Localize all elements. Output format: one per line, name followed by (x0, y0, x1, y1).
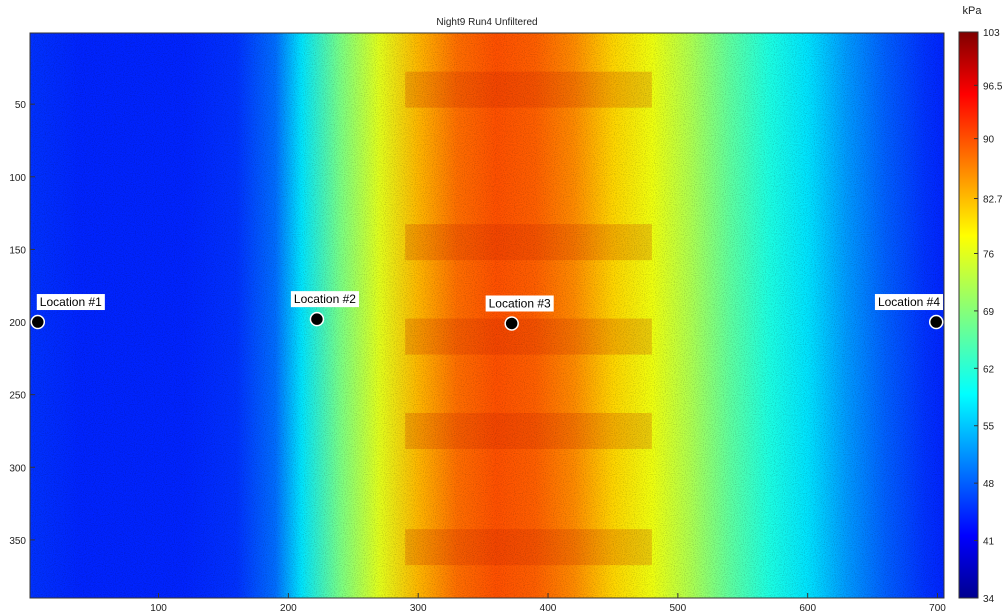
y-tick-label: 150 (9, 245, 26, 256)
colorbar-label: kPa (963, 5, 983, 17)
y-tick-label: 50 (15, 100, 27, 111)
colorbar-tick-label: 82.7 (983, 195, 1003, 206)
location-label: Location #1 (40, 295, 102, 309)
colorbar-ticks: 103 96.5 90 82.7 76 69 62 55 48 41 34 (974, 28, 1003, 605)
colorbar-tick-label: 69 (983, 307, 995, 318)
location-label: Location #2 (294, 292, 356, 306)
location-dot (30, 314, 46, 330)
x-tick-label: 500 (670, 603, 687, 614)
heatmap-texture (30, 33, 944, 598)
location-label: Location #3 (489, 296, 551, 310)
colorbar-tick-label: 34 (983, 594, 995, 605)
colorbar-tick-label: 48 (983, 479, 995, 490)
x-tick-label: 300 (410, 603, 427, 614)
location-marker: Location #2 (290, 291, 359, 327)
colorbar-tick-label: 41 (983, 537, 995, 548)
location-marker: Location #4 (874, 294, 944, 330)
location-marker: Location #1 (30, 294, 105, 330)
colorbar-scale (958, 31, 979, 599)
chart-title: Night9 Run4 Unfiltered (436, 17, 537, 28)
x-axis: 100 200 300 400 500 600 700 (150, 593, 946, 614)
colorbar-tick-label: 76 (983, 249, 995, 260)
x-tick-label: 700 (929, 603, 946, 614)
plot-frame (29, 32, 945, 599)
y-tick-label: 350 (9, 536, 26, 547)
y-tick-label: 100 (9, 173, 26, 184)
colorbar-tick-label: 90 (983, 135, 995, 146)
colorbar-tick-label: 103 (983, 28, 1000, 39)
x-tick-label: 200 (280, 603, 297, 614)
y-tick-label: 300 (9, 463, 26, 474)
colorbar-tick-label: 96.5 (983, 81, 1003, 92)
location-label-bg (36, 294, 105, 311)
y-tick-label: 250 (9, 391, 26, 402)
colorbar: kPa 103 96.5 90 82.7 76 69 62 55 48 41 34 (958, 5, 1003, 605)
location-marker: Location #3 (485, 295, 554, 331)
location-dot (928, 314, 944, 330)
y-tick-label: 200 (9, 318, 26, 329)
location-label-bg (485, 295, 554, 312)
x-tick-label: 600 (799, 603, 816, 614)
y-axis: 50 100 150 200 250 300 350 (9, 100, 35, 547)
location-label: Location #4 (878, 295, 940, 309)
location-label-bg (290, 291, 359, 308)
location-label-bg (874, 294, 943, 311)
x-tick-label: 100 (150, 603, 167, 614)
location-dot (309, 311, 325, 327)
colorbar-tick-label: 62 (983, 364, 995, 375)
location-dot (504, 316, 519, 331)
x-tick-label: 400 (540, 603, 557, 614)
colorbar-tick-label: 55 (983, 422, 995, 433)
location-markers: Location #1 Location #2 Location #3 Locatio… (30, 291, 944, 331)
plot-area (30, 33, 944, 598)
